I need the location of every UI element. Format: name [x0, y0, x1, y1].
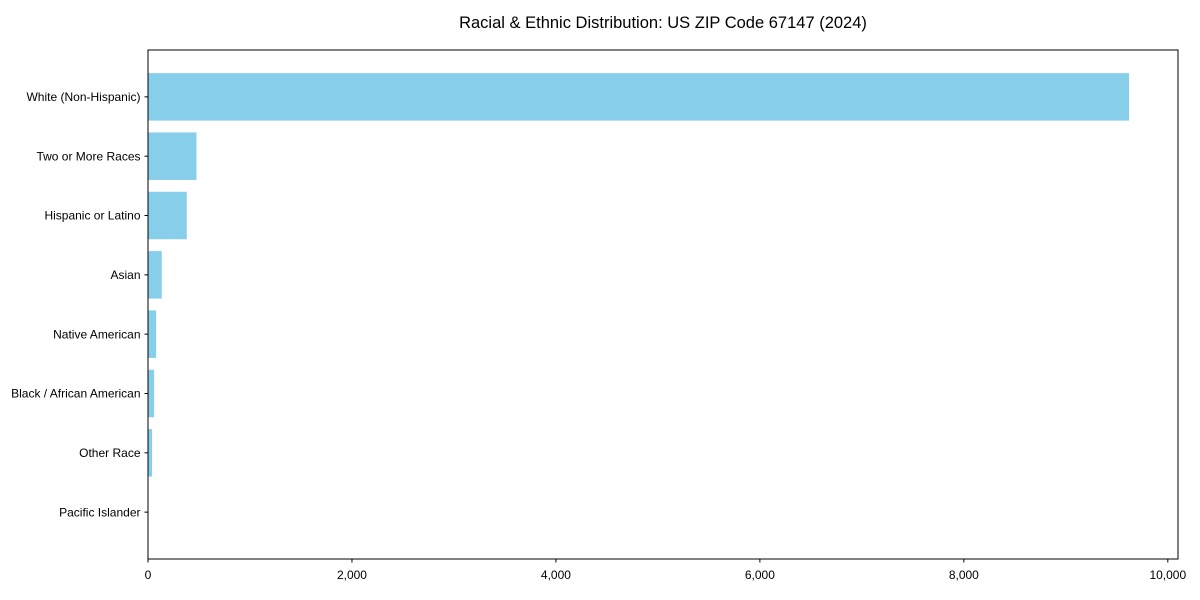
x-tick-label: 4,000 [541, 568, 571, 582]
bar-two-or-more-races [148, 132, 197, 180]
y-tick-label-two-or-more-races: Two or More Races [36, 149, 140, 163]
x-tick-label: 8,000 [949, 568, 979, 582]
bar-white-non-hispanic [148, 73, 1130, 121]
bar-hispanic-or-latino [148, 191, 187, 240]
bar-black-african-american [148, 369, 155, 418]
x-tick-label: 2,000 [337, 568, 367, 582]
y-tick-label-asian: Asian [110, 268, 140, 282]
x-tick-label: 6,000 [745, 568, 775, 582]
y-tick-label-other-race: Other Race [79, 446, 141, 460]
y-tick-label-hispanic-or-latino: Hispanic or Latino [44, 209, 140, 223]
chart-title: Racial & Ethnic Distribution: US ZIP Cod… [459, 14, 867, 32]
y-tick-label-pacific-islander: Pacific Islander [59, 505, 140, 519]
y-tick-label-native-american: Native American [53, 327, 140, 341]
bar-asian [148, 251, 162, 299]
y-tick-label-black-african-american: Black / African American [11, 387, 140, 401]
plot-border [147, 49, 1179, 560]
x-tick-label: 10,000 [1149, 568, 1186, 582]
bar-other-race [148, 429, 153, 477]
plot-area: 0 2,000 4,000 6,000 8,000 10,000 White (Non-Hi… [11, 49, 1186, 582]
y-tick-label-white-non-hispanic: White (Non-Hispanic) [26, 90, 140, 104]
x-tick-label: 0 [145, 568, 152, 582]
bar-native-american [148, 310, 157, 358]
